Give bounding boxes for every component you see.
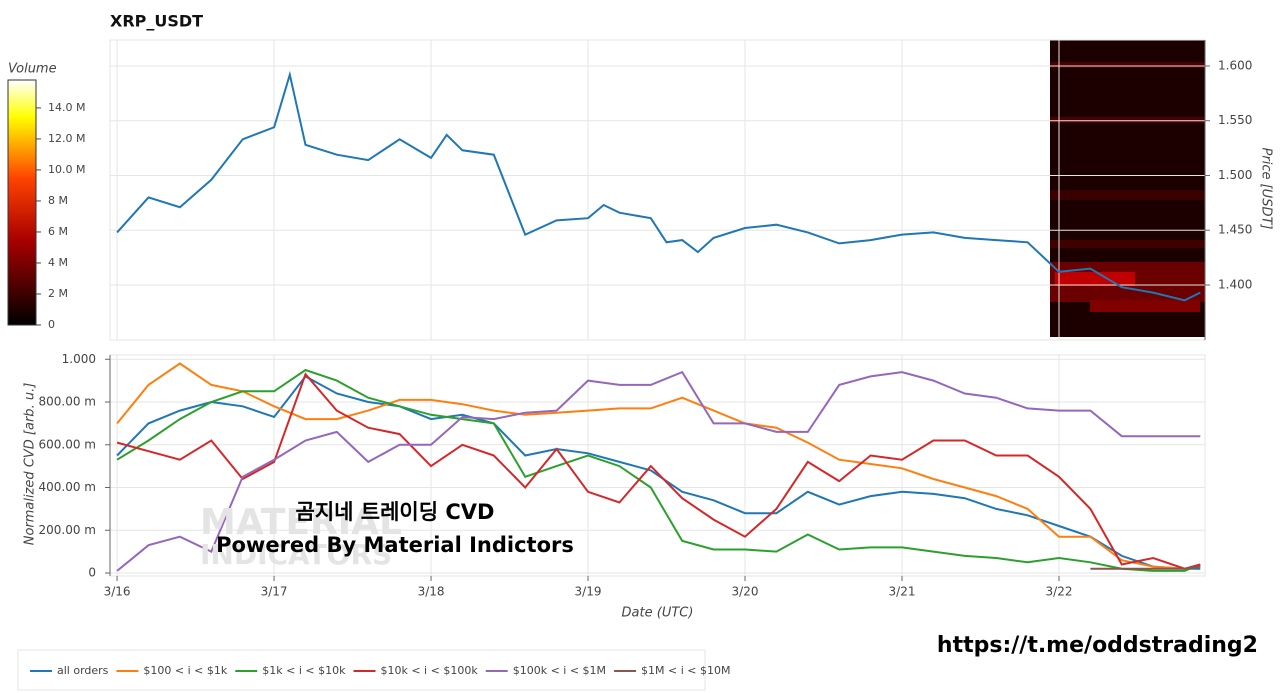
x-axis-label: Date (UTC) <box>622 606 694 621</box>
y-tick-label: 1.600 <box>1218 58 1252 72</box>
colorbar <box>7 79 37 326</box>
annotation: 곰지네 트레이딩 CVD <box>296 500 495 524</box>
y-tick-label: 1.500 <box>1218 168 1252 182</box>
annotation: Powered By Material Indictors <box>216 533 574 557</box>
x-tick-label: 3/20 <box>732 585 759 599</box>
y-tick-label: 200.00 m <box>39 523 97 537</box>
y-axis-label: Normalized CVD [arb. u.] <box>23 383 38 546</box>
colorbar-tick-label: 12.0 M <box>48 132 85 145</box>
price-line <box>116 70 1201 302</box>
colorbar-tick-label: 6 M <box>48 225 68 238</box>
x-tick-label: 3/16 <box>104 585 131 599</box>
cvd-line <box>116 368 1201 572</box>
colorbar-tick-label: 8 M <box>48 194 68 207</box>
legend-label: $10k < i < $100k <box>380 664 478 677</box>
cvd-line <box>116 372 1201 570</box>
colorbar-label: Volume <box>8 62 57 77</box>
colorbar-tick-label: 0 <box>48 318 55 331</box>
x-tick-label: 3/19 <box>575 585 602 599</box>
watermark: MATERIAL INDICATORS <box>200 502 402 571</box>
y-tick-label: 0 <box>88 566 96 580</box>
y-tick-label: 1.000 <box>62 352 96 366</box>
watermark-text: INDICATORS <box>200 538 392 571</box>
y-tick-label: 1.400 <box>1218 277 1252 291</box>
cvd-line <box>116 370 1201 572</box>
watermark-text: MATERIAL <box>200 502 402 543</box>
colorbar-tick-label: 10.0 M <box>48 163 85 176</box>
x-tick-label: 3/21 <box>889 585 916 599</box>
y-tick-label: 1.550 <box>1218 113 1252 127</box>
footer-link: https://t.me/oddstrading2 <box>937 633 1258 658</box>
legend-label: $100 < i < $1k <box>143 664 227 677</box>
legend-label: $1M < i < $10M <box>641 664 730 677</box>
colorbar-tick-label: 2 M <box>48 287 68 300</box>
colorbar-tick-label: 4 M <box>48 256 68 269</box>
x-tick-label: 3/22 <box>1046 585 1073 599</box>
y-tick-label: 600.00 m <box>39 437 97 451</box>
cvd-line <box>1090 565 1201 570</box>
colorbar-tick-label: 14.0 M <box>48 101 85 114</box>
x-tick-label: 3/18 <box>418 585 445 599</box>
heatmap <box>1050 40 1205 337</box>
y-tick-label: 400.00 m <box>39 480 97 494</box>
cvd-line <box>116 362 1201 570</box>
legend-label: all orders <box>57 664 109 677</box>
legend-label: $100k < i < $1M <box>513 664 606 677</box>
x-tick-label: 3/17 <box>261 585 288 599</box>
legend-label: $1k < i < $10k <box>262 664 346 677</box>
y-tick-label: 800.00 m <box>39 395 97 409</box>
chart-title: XRP_USDT <box>110 12 203 31</box>
y-tick-label: 1.450 <box>1218 223 1252 237</box>
y-axis-label: Price [USDT] <box>1259 148 1274 230</box>
